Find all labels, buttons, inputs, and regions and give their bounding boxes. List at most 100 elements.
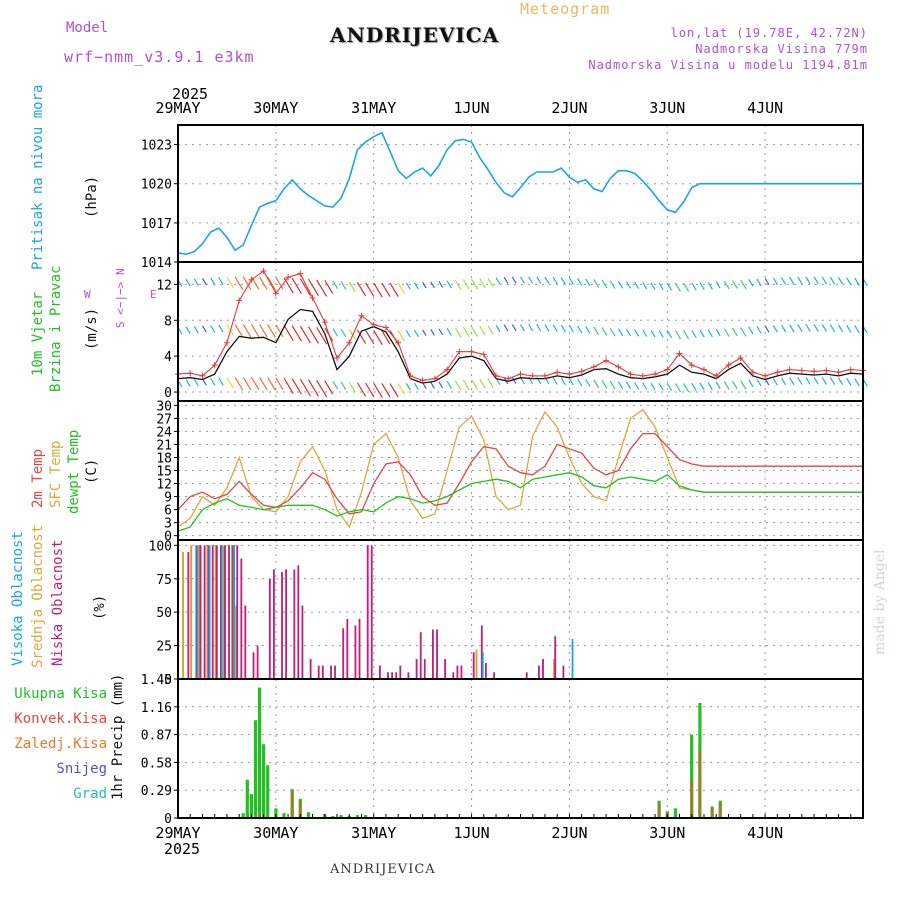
wind-barb	[691, 382, 697, 391]
low-cloud-bar	[273, 569, 275, 679]
mid-cloud-bar	[553, 659, 555, 679]
wind-barb	[397, 282, 406, 294]
wind-barb	[560, 324, 566, 333]
y-tick-label: 30	[156, 399, 172, 414]
wind-gust-marker	[334, 354, 341, 361]
total-precip-bar	[690, 734, 694, 818]
wind-barb	[756, 379, 762, 387]
precip-panel	[241, 687, 722, 818]
wind-barb	[813, 276, 819, 285]
wind-barb	[511, 324, 517, 332]
wind-barb	[552, 324, 558, 332]
wind-gust-marker	[835, 369, 842, 376]
low-cloud-bar	[423, 659, 426, 679]
wind-barb	[332, 280, 339, 290]
low-cloud-bar	[472, 652, 475, 679]
wind-barb	[471, 278, 479, 290]
wind-barb	[658, 282, 664, 291]
low-cloud-bar	[187, 552, 190, 679]
low-cloud-bar	[342, 628, 345, 679]
wind-barb	[650, 382, 656, 391]
wind-barb	[601, 279, 608, 289]
wind-barb	[226, 377, 234, 389]
wind-barb	[838, 324, 844, 333]
wind-gust-marker	[493, 372, 500, 379]
mid-cloud-bar	[198, 545, 201, 679]
y-tick-label: 50	[156, 606, 172, 621]
wind-barb	[723, 280, 730, 290]
total-precip-bar	[306, 812, 311, 818]
low-cloud-bar	[207, 545, 210, 679]
mid-cloud-bar	[222, 545, 225, 679]
wind-barb	[723, 328, 730, 337]
wind-barb	[471, 326, 479, 337]
wind-gust-marker	[358, 312, 365, 319]
wind-barb	[250, 376, 260, 391]
model-label: Model	[66, 20, 109, 36]
wind-barb	[291, 277, 302, 294]
wind-barb	[259, 377, 268, 391]
low-cloud-bar	[195, 545, 198, 679]
low-cloud-bar	[562, 665, 565, 679]
bottom-date-label: 2JUN	[551, 824, 587, 842]
wind-barb	[666, 383, 673, 392]
wind-barb	[650, 282, 656, 290]
low-cloud-bar	[334, 665, 336, 679]
low-cloud-bar	[301, 605, 304, 679]
low-cloud-bar	[203, 545, 206, 679]
y-tick-label: 6	[164, 504, 172, 519]
wind-gust-marker	[529, 372, 536, 379]
wind-barb	[340, 381, 347, 391]
bottom-date-label: 31MAY	[351, 824, 396, 842]
wind-gust-marker	[700, 366, 707, 373]
low-cloud-bar	[387, 672, 389, 679]
wind-barb	[560, 377, 566, 386]
legend-snow: Snijeg	[56, 761, 107, 777]
low-cloud-bar	[525, 672, 528, 679]
wind-barb	[552, 377, 558, 385]
wind-barb	[267, 324, 276, 338]
low-cloud-bar	[321, 665, 324, 679]
wind-barb	[829, 276, 836, 285]
low-cloud-bar	[240, 558, 243, 679]
y-tick-label: 25	[156, 640, 172, 655]
wind-gust-marker	[272, 290, 279, 297]
mid-cloud-bar	[182, 552, 184, 679]
wind-barb	[821, 324, 828, 332]
low-cloud-bar	[268, 578, 271, 679]
wind-barb	[397, 330, 406, 342]
y-tick-label: 12	[156, 478, 172, 493]
wind-barb	[715, 281, 721, 289]
wind-barb	[438, 328, 444, 336]
wind-barb	[242, 276, 252, 290]
wind-barb	[365, 382, 375, 398]
wind-gust-marker	[444, 366, 451, 373]
wind-barb	[593, 326, 600, 336]
wind-barb	[577, 278, 583, 286]
wind-barb	[609, 280, 616, 289]
conv-precip-bar	[718, 802, 722, 818]
wind-barb	[193, 326, 199, 334]
wind-gust-marker	[505, 375, 512, 382]
low-cloud-bar	[215, 545, 218, 679]
panel-frame	[177, 678, 864, 819]
cloud-panel	[182, 545, 574, 679]
wind-gust-marker	[309, 294, 316, 301]
low-cloud-bar	[407, 672, 410, 679]
wind-barb	[536, 324, 542, 332]
wind-barb	[324, 280, 334, 294]
wind-barb	[519, 324, 526, 332]
y-tick-label: 15	[156, 465, 172, 480]
low-cloud-bar	[346, 618, 349, 679]
high-cloud-bar	[571, 638, 574, 679]
wind-barb	[821, 377, 828, 385]
wind-barb	[291, 325, 302, 342]
y-tick-label: 1017	[141, 217, 172, 232]
wind-gust-marker	[603, 357, 610, 364]
wind-barb	[740, 279, 747, 290]
total-precip-bar	[673, 808, 677, 818]
wind-gust-marker	[480, 351, 487, 358]
wind-barb	[805, 324, 811, 332]
low-cloud-bar	[199, 545, 202, 679]
wind-barb	[218, 277, 224, 285]
